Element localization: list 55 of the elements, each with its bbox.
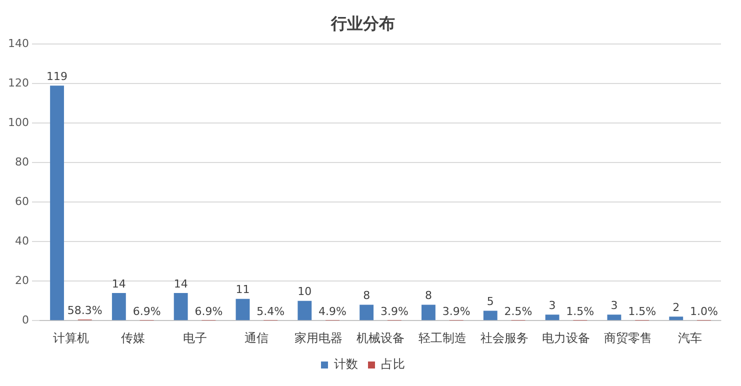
data-label: 2 — [672, 301, 680, 314]
bar — [112, 292, 126, 320]
x-tick-label: 商贸零售 — [604, 330, 652, 345]
y-tick-label: 120 — [8, 76, 29, 90]
data-label: 8 — [424, 289, 432, 302]
x-tick-label: 电力设备 — [542, 330, 590, 345]
x-tick-label: 社会服务 — [480, 330, 528, 345]
chart-title: 行业分布 — [330, 14, 395, 33]
y-tick-label: 20 — [14, 274, 29, 287]
x-tick-label: 机械设备 — [356, 330, 404, 345]
bar — [545, 314, 560, 320]
data-label: 3 — [548, 299, 556, 312]
data-label: 8 — [363, 289, 370, 302]
bar — [607, 314, 622, 320]
x-tick-label: 汽车 — [678, 330, 702, 345]
data-label: 3.9% — [380, 304, 408, 318]
bar — [50, 86, 64, 320]
y-tick-label: 0 — [22, 313, 29, 326]
x-tick-label: 家用电器 — [294, 330, 343, 345]
bar — [483, 310, 498, 320]
data-label: 58.3% — [67, 304, 102, 317]
y-tick-label: 40 — [14, 234, 29, 248]
data-label: 1.5% — [566, 304, 594, 318]
data-label: 5 — [486, 295, 494, 308]
x-tick-label: 通信 — [244, 330, 269, 345]
bar — [236, 298, 250, 320]
x-tick-label: 计算机 — [52, 330, 89, 345]
legend-label: 计数 — [334, 357, 358, 372]
y-tick-label: 60 — [14, 195, 29, 208]
data-label: 3 — [610, 299, 618, 312]
data-label: 6.9% — [194, 304, 223, 318]
bar — [174, 292, 188, 320]
data-label: 1.5% — [628, 304, 656, 318]
data-label: 1.0% — [690, 304, 718, 318]
bar — [422, 304, 436, 320]
bar — [298, 300, 312, 320]
data-label: 3.9% — [442, 304, 470, 318]
data-label: 5.4% — [256, 304, 285, 318]
bar — [360, 304, 374, 320]
data-label: 4.9% — [318, 304, 346, 318]
y-tick-label: 140 — [8, 37, 29, 50]
data-label: 14 — [112, 277, 126, 290]
x-tick-label: 电子 — [182, 330, 207, 345]
y-tick-label: 100 — [8, 116, 29, 130]
y-tick-label: 80 — [14, 156, 29, 169]
data-label: 6.9% — [132, 304, 161, 318]
data-label: 119 — [46, 70, 68, 84]
data-label: 14 — [174, 277, 188, 290]
legend-label: 占比 — [381, 357, 405, 372]
x-tick-label: 传媒 — [120, 330, 145, 345]
x-tick-label: 轻工制造 — [418, 330, 466, 345]
data-label: 10 — [298, 285, 312, 298]
data-label: 2.5% — [504, 304, 532, 318]
data-label: 11 — [236, 283, 250, 296]
bar — [669, 316, 684, 320]
